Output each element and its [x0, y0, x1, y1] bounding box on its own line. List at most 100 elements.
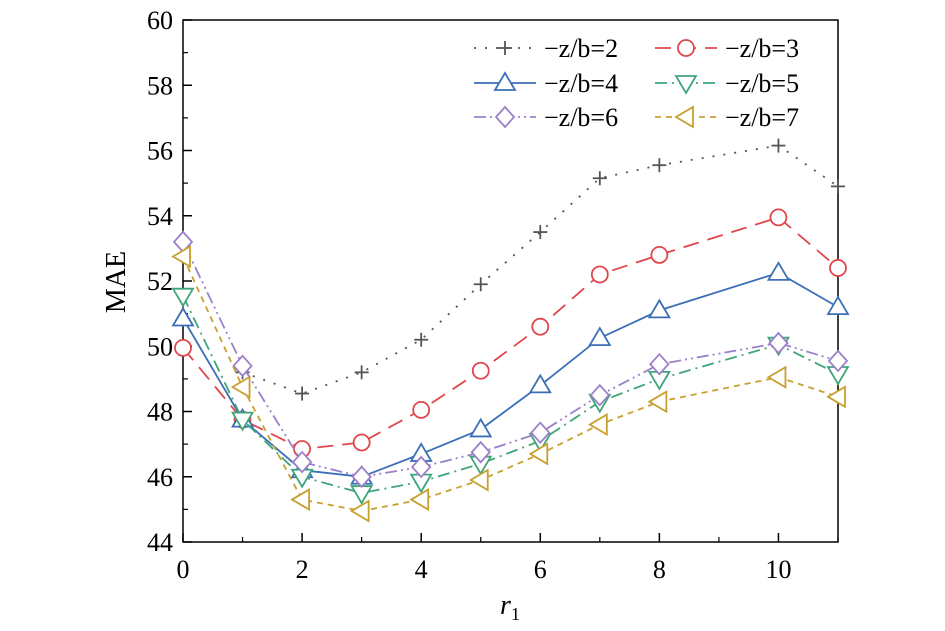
- data-point: [471, 361, 490, 380]
- data-point: [230, 375, 251, 399]
- series-5: [171, 287, 850, 505]
- y-tick-label: 46: [147, 463, 173, 492]
- data-point: [766, 365, 787, 389]
- data-point: [291, 450, 313, 474]
- y-tick-label: 60: [147, 6, 173, 35]
- data-point: [349, 499, 370, 523]
- y-axis-title: MAE: [101, 251, 132, 313]
- data-point: [528, 373, 552, 394]
- legend-label: −z/b=4: [544, 69, 618, 98]
- data-point: [766, 261, 791, 281]
- legend-label: −z/b=3: [725, 34, 799, 63]
- y-tick-label: 52: [147, 267, 173, 296]
- series-layer: [171, 138, 850, 523]
- legend-item: −z/b=2: [474, 34, 618, 63]
- legend-item: −z/b=6: [474, 103, 618, 132]
- x-tick-label: 2: [296, 555, 309, 584]
- legend: −z/b=2 −z/b=3 −z/b=4 −z/b=5 −z/b=6 −z/b=7: [474, 34, 799, 132]
- data-point: [409, 488, 430, 512]
- data-point: [530, 421, 551, 445]
- legend-item: −z/b=3: [655, 34, 799, 63]
- data-point: [592, 171, 607, 186]
- data-point: [769, 208, 788, 227]
- data-point: [351, 465, 372, 489]
- legend-marker: [674, 105, 694, 129]
- series-4: [171, 261, 850, 485]
- data-point: [588, 412, 608, 437]
- data-point: [295, 386, 310, 401]
- x-axis-title: r1: [500, 590, 520, 624]
- series-6: [172, 230, 849, 489]
- data-point: [533, 225, 548, 240]
- x-tick-label: 8: [653, 555, 666, 584]
- x-axis-title-main: r: [500, 590, 511, 621]
- data-point: [470, 440, 491, 464]
- y-tick-label: 50: [147, 332, 173, 361]
- legend-marker: [493, 71, 517, 91]
- series-2: [235, 138, 845, 401]
- data-point: [469, 417, 493, 438]
- data-point: [826, 295, 850, 316]
- data-point: [528, 442, 549, 466]
- legend-marker: [674, 75, 698, 95]
- data-point: [771, 138, 786, 153]
- series-line: [182, 295, 839, 495]
- data-point: [468, 468, 489, 492]
- data-point: [590, 265, 609, 284]
- y-tick-label: 58: [147, 71, 173, 100]
- legend-label: −z/b=5: [725, 69, 799, 98]
- data-point: [473, 277, 488, 292]
- legend-label: −z/b=7: [725, 103, 799, 132]
- data-point: [827, 349, 849, 373]
- legend-marker: [677, 39, 695, 57]
- data-point: [831, 179, 845, 194]
- data-point: [589, 383, 611, 407]
- data-point: [171, 287, 195, 308]
- legend-item: −z/b=4: [474, 69, 618, 98]
- x-tick-label: 10: [765, 555, 791, 584]
- data-point: [647, 390, 668, 414]
- y-tick-label: 48: [147, 398, 173, 427]
- series-line: [182, 241, 839, 478]
- data-point: [290, 488, 310, 512]
- data-point: [531, 317, 550, 336]
- data-point: [412, 400, 431, 419]
- data-point: [171, 306, 195, 327]
- x-tick-label: 6: [534, 555, 547, 584]
- legend-label: −z/b=6: [544, 103, 618, 132]
- data-point: [829, 259, 847, 277]
- data-point: [354, 365, 369, 380]
- data-point: [650, 245, 669, 264]
- series-line: [182, 271, 839, 478]
- legend-item: −z/b=7: [655, 103, 799, 132]
- series-line: [182, 216, 839, 450]
- data-point: [647, 298, 671, 319]
- series-line: [182, 256, 839, 512]
- legend-label: −z/b=2: [544, 34, 618, 63]
- data-point: [414, 332, 429, 347]
- series-7: [171, 244, 846, 523]
- x-axis-title-subscript: 1: [511, 604, 520, 624]
- y-tick-label: 44: [147, 528, 173, 557]
- legend-marker: [498, 41, 512, 55]
- data-point: [352, 433, 371, 452]
- x-tick-label: 0: [177, 555, 190, 584]
- data-point: [174, 338, 192, 357]
- data-point: [171, 244, 191, 269]
- data-point: [232, 354, 253, 378]
- data-point: [410, 455, 432, 479]
- y-tick-label: 54: [147, 202, 173, 231]
- legend-item: −z/b=5: [655, 69, 799, 98]
- data-point: [588, 326, 612, 346]
- x-tick-label: 4: [415, 555, 428, 584]
- data-point: [649, 352, 670, 376]
- plot-frame: [182, 19, 839, 543]
- data-point: [652, 158, 667, 173]
- series-line: [242, 144, 839, 395]
- legend-marker: [494, 105, 516, 129]
- data-point: [826, 385, 846, 409]
- data-point: [768, 331, 789, 355]
- y-tick-label: 56: [147, 137, 173, 166]
